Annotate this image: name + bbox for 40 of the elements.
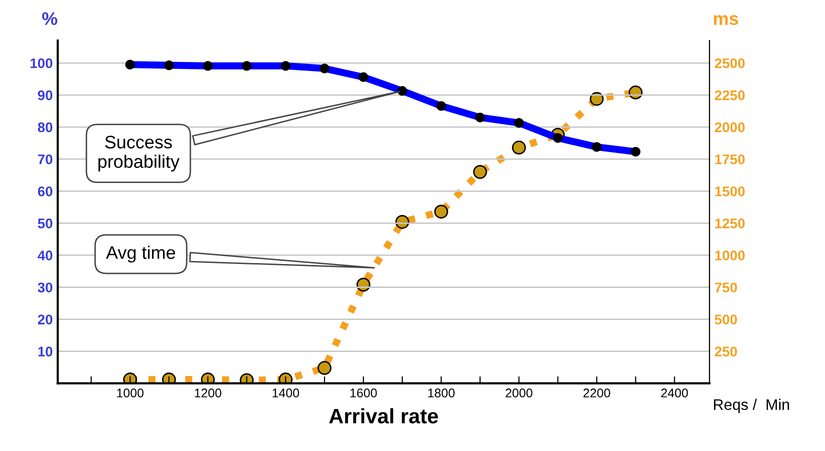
x-tick-label: 1600 bbox=[350, 388, 377, 398]
y-tick-label: 40 bbox=[38, 250, 52, 260]
y-tick-label: 50 bbox=[38, 218, 52, 228]
x-tick-label: 1200 bbox=[194, 388, 222, 398]
y2-tick-label: 1250 bbox=[715, 218, 745, 228]
y-tick-label: 70 bbox=[38, 154, 52, 164]
y-tick-label: 100 bbox=[30, 58, 52, 68]
y2-tick-label: 1000 bbox=[715, 250, 745, 260]
x-tick-label: 1000 bbox=[117, 388, 144, 398]
point bbox=[590, 92, 604, 106]
y2-tick-label: 2500 bbox=[714, 58, 745, 68]
y2-tick-label: 1750 bbox=[715, 154, 745, 164]
x-tick-label: 2000 bbox=[506, 388, 532, 398]
x-tick-label: 2200 bbox=[583, 388, 610, 398]
y2-axis-title: ms bbox=[714, 15, 738, 26]
y2-tick-label: 250 bbox=[714, 346, 737, 356]
annotation: Success probability bbox=[98, 136, 180, 172]
y2-tick-label: 2000 bbox=[714, 122, 745, 132]
x-tick-label: 1800 bbox=[428, 388, 455, 398]
y2-tick-label: 1500 bbox=[715, 186, 745, 196]
point bbox=[628, 86, 643, 100]
x-tick-label: 2400 bbox=[661, 388, 688, 398]
point bbox=[318, 361, 332, 375]
point bbox=[512, 140, 526, 155]
y-tick-label: 20 bbox=[38, 314, 52, 324]
text: Reqs / Min bbox=[714, 398, 790, 414]
x-tick-label: 1400 bbox=[272, 388, 300, 398]
y-axis-title: % bbox=[42, 12, 58, 25]
point bbox=[473, 164, 488, 179]
point bbox=[434, 204, 448, 219]
y-tick-label: 80 bbox=[38, 122, 52, 132]
y-tick-label: 10 bbox=[38, 346, 52, 356]
y-tick-label: 60 bbox=[38, 186, 52, 196]
y-tick-label: 30 bbox=[38, 282, 52, 292]
annotation: Avg time bbox=[106, 246, 176, 263]
y2-tick-label: 750 bbox=[714, 282, 737, 292]
y-tick-label: 90 bbox=[38, 90, 52, 100]
x-axis-title: Arrival rate bbox=[329, 408, 438, 424]
y2-tick-label: 500 bbox=[714, 314, 737, 324]
y2-tick-label: 2250 bbox=[714, 90, 745, 100]
